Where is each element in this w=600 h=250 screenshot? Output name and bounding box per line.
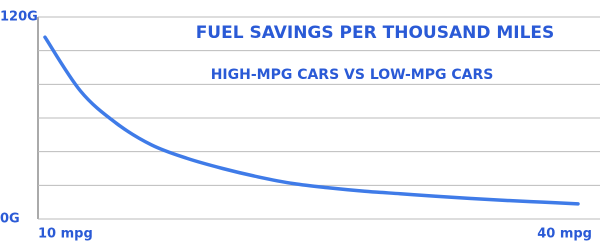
chart-subtitle: HIGH-MPG CARS VS LOW-MPG CARS [211, 67, 494, 83]
y-tick-label: 120G [0, 10, 38, 25]
x-tick-label: 40 mpg [537, 227, 592, 242]
line [43, 35, 580, 206]
x-tick-label: 10 mpg [38, 227, 93, 242]
y-tick-label: 0G [0, 212, 20, 227]
chart-title: FUEL SAVINGS PER THOUSAND MILES [196, 23, 555, 43]
